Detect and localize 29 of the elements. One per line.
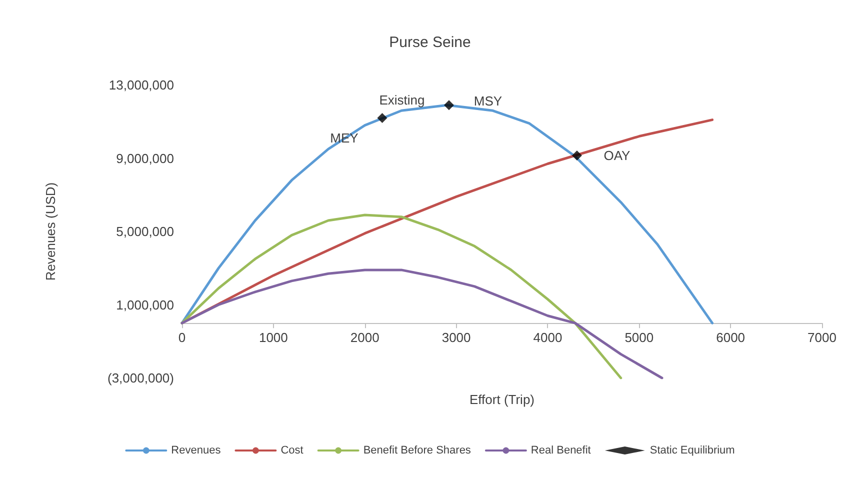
- annotation: Existing: [379, 92, 425, 108]
- y-tick-label: 13,000,000: [108, 78, 174, 92]
- x-tick-label: 5000: [624, 330, 654, 346]
- x-tick-label: 7000: [808, 330, 836, 346]
- x-tick-label: 2000: [350, 330, 380, 346]
- line-series: [180, 214, 622, 380]
- line-series: [180, 268, 664, 380]
- chart-title: Purse Seine: [389, 34, 471, 51]
- x-tick-label: 1000: [258, 330, 288, 346]
- point: [377, 112, 388, 123]
- annotation: OAY: [604, 148, 631, 164]
- x-axis-title: Effort (Trip): [469, 392, 535, 408]
- point: [444, 100, 454, 110]
- y-axis-title: Revenues (USD): [43, 182, 58, 281]
- legend-label: Real Benefit: [530, 444, 591, 456]
- y-tick-label: 9,000,000: [116, 150, 174, 166]
- legend-label: Static Equilibrium: [650, 444, 735, 456]
- point: [572, 150, 582, 161]
- x-tick-label: 4000: [533, 330, 562, 346]
- x-tick-label: 0: [178, 330, 186, 346]
- legend-label: Cost: [280, 444, 304, 456]
- annotation: MSY: [474, 94, 502, 109]
- x-tick-label: 3000: [442, 330, 471, 346]
- legend-label: Benefit Before Shares: [363, 444, 472, 456]
- x-tick-label: 6000: [716, 330, 746, 346]
- y-tick-label: 1,000,000: [116, 297, 174, 312]
- legend-label: Revenues: [171, 444, 222, 456]
- y-tick-label: (3,000,000): [108, 370, 174, 386]
- y-tick-label: 5,000,000: [116, 224, 174, 239]
